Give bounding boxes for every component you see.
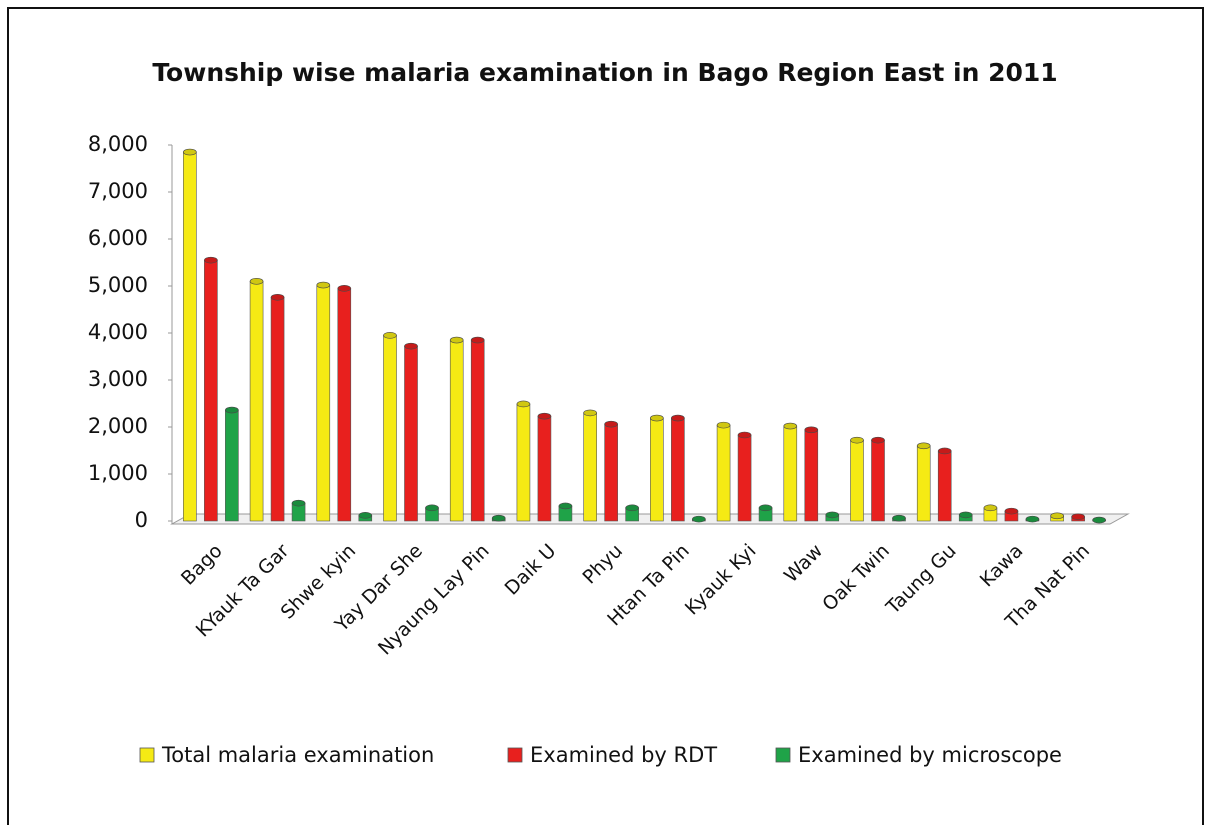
bar-cap: [1050, 512, 1064, 520]
bar-cap: [671, 414, 685, 422]
bar-cap: [604, 420, 618, 428]
bar-cap: [850, 436, 864, 444]
x-tick-label: Bago: [177, 540, 227, 590]
bar: [516, 403, 531, 522]
bar-cap: [650, 414, 664, 422]
bar-cap: [583, 409, 597, 417]
chart-title: Township wise malaria examination in Bag…: [152, 58, 1057, 87]
bar-cap: [516, 400, 531, 408]
bar: [804, 429, 819, 522]
bar-cap: [449, 336, 464, 344]
bar-cap: [470, 336, 485, 344]
bar: [850, 439, 864, 522]
bar: [449, 339, 464, 522]
bar: [316, 284, 331, 522]
bar-cap: [491, 514, 506, 522]
bar-cap: [425, 504, 439, 512]
legend-swatch: [775, 747, 791, 763]
bar: [783, 425, 798, 522]
y-tick-label: 4,000: [88, 320, 148, 344]
bar-cap: [383, 332, 397, 339]
bar-cap: [737, 431, 752, 439]
bar-cap: [537, 412, 552, 420]
bar-cap: [404, 342, 418, 350]
bar-cap: [758, 504, 773, 512]
bar-cap: [204, 256, 218, 264]
bar-cap: [291, 499, 306, 507]
y-tick-label: 6,000: [88, 226, 148, 250]
bar-cap: [716, 421, 731, 429]
x-tick-label: Kawa: [976, 540, 1028, 592]
bar-cap: [937, 447, 952, 455]
bar: [270, 296, 285, 522]
x-tick-label: Daik U: [501, 540, 561, 600]
y-tick-label: 5,000: [88, 273, 148, 297]
x-tick-label: Phyu: [578, 540, 627, 589]
bar-cap: [983, 504, 998, 512]
y-tick-label: 2,000: [88, 414, 148, 438]
legend-label: Examined by RDT: [530, 743, 717, 767]
bar-cap: [1071, 513, 1085, 521]
bar: [716, 424, 731, 522]
bar-cap: [1004, 507, 1019, 515]
bar-cap: [183, 148, 197, 156]
bar: [583, 412, 597, 522]
bar-cap: [249, 277, 264, 285]
bar-cap: [625, 504, 639, 512]
legend-swatch: [507, 747, 523, 763]
bar: [737, 434, 752, 522]
bar-cap: [804, 426, 819, 434]
bar-cap: [916, 442, 931, 450]
bar-cap: [316, 281, 331, 289]
bar: [337, 288, 352, 522]
bar-cap: [337, 285, 352, 292]
x-tick-label: Nyaung Lay Pin: [374, 540, 494, 660]
bar: [404, 345, 418, 522]
bar: [183, 151, 197, 522]
legend-swatch: [139, 747, 155, 763]
frame: [7, 7, 1204, 825]
bar-cap: [783, 422, 798, 430]
bar-cap: [558, 502, 573, 510]
bar-cap: [1025, 515, 1040, 523]
legend-label: Total malaria examination: [161, 743, 434, 767]
y-tick-label: 7,000: [88, 179, 148, 203]
bar: [470, 339, 485, 522]
bar-cap: [825, 511, 840, 519]
y-tick-label: 1,000: [88, 461, 148, 485]
x-tick-label: Waw: [780, 540, 827, 587]
legend-label: Examined by microscope: [798, 743, 1062, 767]
bar: [604, 423, 618, 522]
bar: [671, 417, 685, 522]
bar-cap: [692, 515, 706, 523]
bar: [204, 259, 218, 522]
bar: [225, 409, 239, 522]
bar: [937, 450, 952, 522]
bar-cap: [358, 512, 373, 519]
bar: [871, 439, 885, 522]
bar: [383, 335, 397, 522]
bar-cap: [871, 436, 885, 444]
bar-cap: [270, 293, 285, 301]
bar-cap: [1092, 516, 1106, 524]
bar: [916, 445, 931, 522]
x-tick-label: Kyauk Kyi: [681, 540, 761, 620]
bar: [249, 280, 264, 522]
y-tick-label: 8,000: [88, 132, 148, 156]
y-tick-label: 3,000: [88, 367, 148, 391]
x-tick-label: Taung Gu: [881, 540, 960, 619]
bar: [650, 417, 664, 522]
bar-cap: [958, 511, 973, 519]
bar-cap: [225, 406, 239, 414]
bar-cap: [892, 514, 906, 522]
y-tick-label: 0: [135, 508, 148, 532]
bar: [537, 415, 552, 522]
